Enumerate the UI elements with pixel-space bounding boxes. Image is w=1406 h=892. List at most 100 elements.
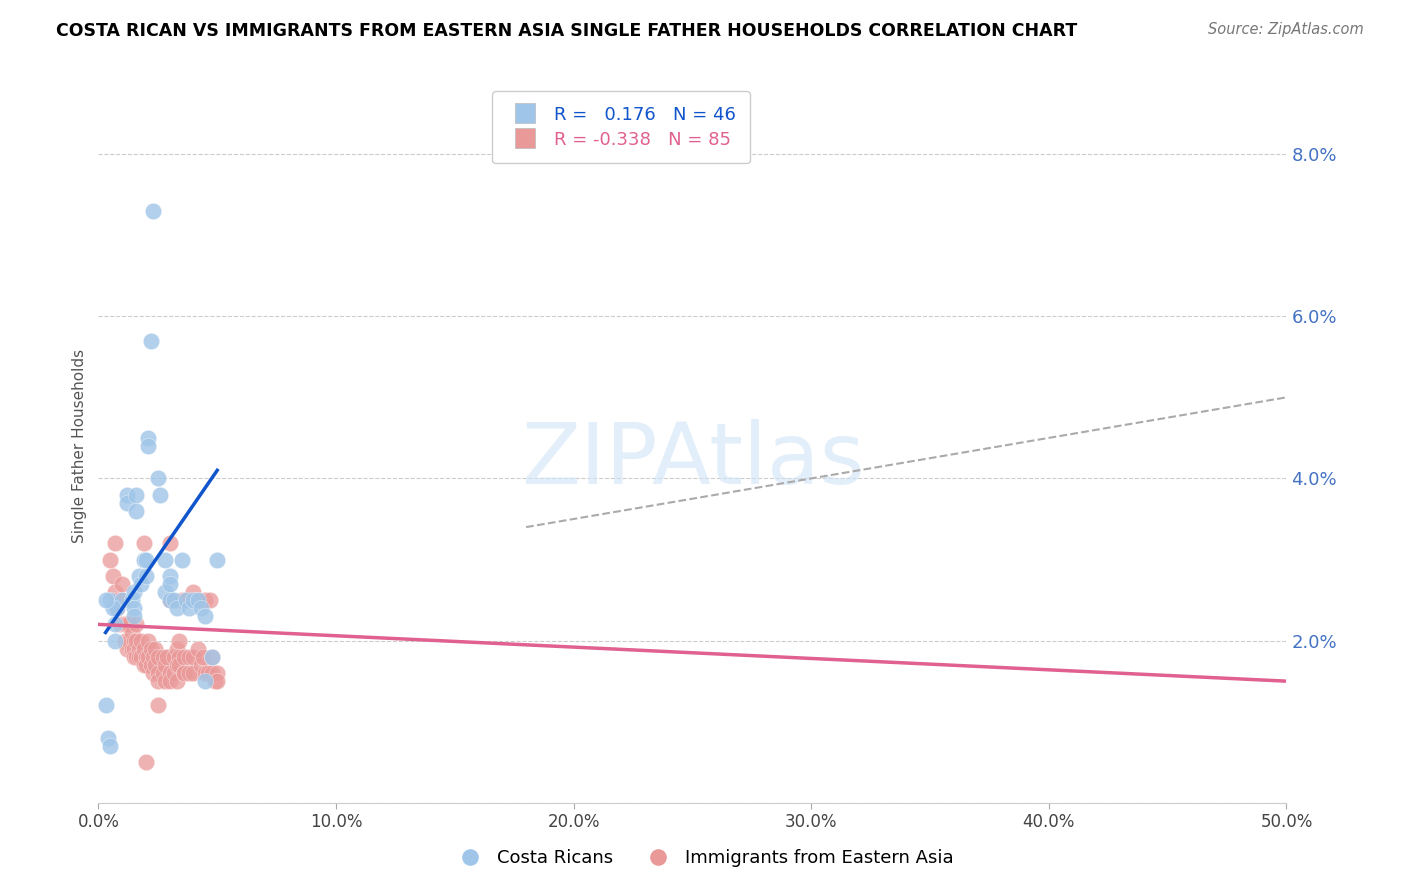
- Point: [128, 568, 150, 582]
- Point: [194, 593, 217, 607]
- Point: [101, 601, 124, 615]
- Point: [139, 641, 162, 656]
- Point: [104, 585, 127, 599]
- Point: [101, 568, 124, 582]
- Point: [122, 585, 145, 599]
- Point: [159, 674, 181, 689]
- Legend: R =   0.176   N = 46, R = -0.338   N = 85: R = 0.176 N = 46, R = -0.338 N = 85: [492, 91, 749, 163]
- Point: [176, 593, 198, 607]
- Point: [194, 674, 217, 689]
- Point: [152, 666, 174, 681]
- Legend: Costa Ricans, Immigrants from Eastern Asia: Costa Ricans, Immigrants from Eastern As…: [444, 842, 962, 874]
- Point: [115, 496, 138, 510]
- Point: [122, 601, 145, 615]
- Point: [132, 552, 155, 566]
- Point: [115, 488, 138, 502]
- Point: [132, 657, 155, 672]
- Point: [142, 203, 165, 218]
- Point: [118, 617, 141, 632]
- Point: [125, 504, 148, 518]
- Point: [115, 617, 138, 632]
- Point: [98, 739, 121, 753]
- Point: [167, 633, 190, 648]
- Point: [142, 649, 165, 664]
- Point: [122, 609, 145, 624]
- Point: [114, 617, 136, 632]
- Point: [94, 593, 117, 607]
- Point: [145, 641, 167, 656]
- Point: [128, 641, 150, 656]
- Point: [104, 633, 127, 648]
- Point: [98, 593, 121, 607]
- Point: [187, 641, 209, 656]
- Point: [159, 577, 181, 591]
- Point: [97, 731, 120, 745]
- Point: [146, 649, 169, 664]
- Point: [183, 593, 205, 607]
- Point: [107, 601, 129, 615]
- Point: [201, 649, 224, 664]
- Point: [153, 657, 176, 672]
- Point: [135, 552, 157, 566]
- Point: [132, 536, 155, 550]
- Point: [173, 666, 195, 681]
- Point: [125, 649, 148, 664]
- Point: [183, 649, 205, 664]
- Point: [166, 674, 188, 689]
- Point: [108, 617, 131, 632]
- Point: [187, 593, 209, 607]
- Point: [187, 593, 209, 607]
- Point: [201, 666, 224, 681]
- Point: [167, 649, 190, 664]
- Point: [167, 657, 190, 672]
- Point: [114, 633, 136, 648]
- Text: Source: ZipAtlas.com: Source: ZipAtlas.com: [1208, 22, 1364, 37]
- Point: [122, 641, 145, 656]
- Point: [145, 657, 167, 672]
- Point: [190, 601, 212, 615]
- Point: [159, 568, 181, 582]
- Point: [135, 649, 157, 664]
- Point: [191, 649, 214, 664]
- Point: [139, 334, 162, 348]
- Point: [135, 657, 157, 672]
- Point: [166, 657, 188, 672]
- Point: [207, 552, 229, 566]
- Point: [129, 649, 152, 664]
- Point: [201, 649, 224, 664]
- Point: [122, 649, 145, 664]
- Point: [107, 593, 129, 607]
- Point: [190, 657, 212, 672]
- Point: [125, 617, 148, 632]
- Point: [177, 666, 200, 681]
- Point: [115, 641, 138, 656]
- Point: [198, 593, 221, 607]
- Point: [136, 431, 159, 445]
- Point: [146, 666, 169, 681]
- Point: [146, 471, 169, 485]
- Point: [118, 633, 141, 648]
- Point: [136, 649, 159, 664]
- Point: [121, 625, 143, 640]
- Point: [139, 657, 162, 672]
- Text: COSTA RICAN VS IMMIGRANTS FROM EASTERN ASIA SINGLE FATHER HOUSEHOLDS CORRELATION: COSTA RICAN VS IMMIGRANTS FROM EASTERN A…: [56, 22, 1077, 40]
- Point: [128, 649, 150, 664]
- Point: [194, 666, 217, 681]
- Point: [107, 601, 129, 615]
- Point: [159, 593, 181, 607]
- Point: [176, 593, 198, 607]
- Point: [111, 593, 134, 607]
- Point: [163, 649, 186, 664]
- Point: [135, 756, 157, 770]
- Point: [177, 649, 200, 664]
- Text: ZIPAtlas: ZIPAtlas: [520, 418, 865, 502]
- Point: [166, 601, 188, 615]
- Point: [149, 488, 172, 502]
- Point: [125, 488, 148, 502]
- Point: [166, 641, 188, 656]
- Point: [98, 552, 121, 566]
- Point: [111, 577, 134, 591]
- Point: [129, 577, 152, 591]
- Point: [153, 585, 176, 599]
- Point: [173, 649, 195, 664]
